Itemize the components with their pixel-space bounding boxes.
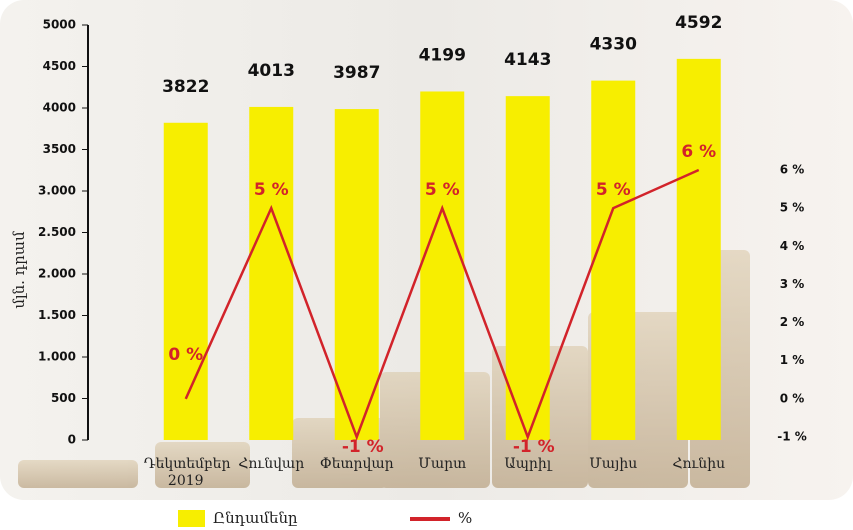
line-value-label: 6 % <box>681 142 716 162</box>
bar <box>164 123 208 440</box>
x-tick-label: Մարտ <box>400 456 484 473</box>
x-tick-label: Հունվար <box>229 456 313 473</box>
line-value-label: 5 % <box>596 180 631 200</box>
y-tick-label: 500 <box>51 391 76 405</box>
page: մլն. դրամ Ընդամենը % 0 500 1.000 1.500 2.000… <box>0 0 853 530</box>
y-tick-label: 0 <box>68 433 76 447</box>
line-value-label: -1 % <box>342 437 384 457</box>
line-value-label: 5 % <box>254 180 289 200</box>
bar <box>335 109 379 440</box>
chart: մլն. դրամ Ընդամենը % 0 500 1.000 1.500 2.000… <box>0 0 853 530</box>
line-value-label: -1 % <box>513 437 555 457</box>
bar-value-label: 4199 <box>419 45 466 65</box>
bar-value-label: 4143 <box>504 50 551 70</box>
y-axis-label: մլն. դրամ <box>10 231 28 309</box>
x-tick-label: Դեկտեմբեր 2019 <box>144 456 228 490</box>
bar-value-label: 4330 <box>590 35 637 55</box>
bar-value-label: 4013 <box>248 61 295 81</box>
y-tick-label: 1.500 <box>38 308 76 322</box>
bar <box>249 107 293 440</box>
x-tick-label: Փետրվար <box>315 456 399 473</box>
y-tick-label: 3.000 <box>38 184 76 198</box>
bar-value-label: 4592 <box>675 13 722 33</box>
y-tick-label: 2.000 <box>38 267 76 281</box>
y-tick-label: 4000 <box>43 101 76 115</box>
bar-value-label: 3987 <box>333 63 380 83</box>
y2-tick-label: 5 % <box>780 201 805 215</box>
y-tick-label: 2.500 <box>38 225 76 239</box>
y-tick-label: 3500 <box>43 142 76 156</box>
x-tick-label: Մայիս <box>571 456 655 473</box>
legend-label: % <box>458 509 472 527</box>
y2-tick-label: 0 % <box>780 391 805 405</box>
y2-tick-label: 2 % <box>780 315 805 329</box>
y2-tick-label: 1 % <box>780 353 805 367</box>
y2-tick-label: 4 % <box>780 239 805 253</box>
y-tick-label: 4500 <box>43 59 76 73</box>
y-tick-label: 5000 <box>43 18 76 32</box>
y2-tick-label: -1 % <box>777 430 807 444</box>
bar <box>591 81 635 440</box>
x-tick-label: Ապրիլ <box>486 456 570 473</box>
y2-tick-label: 3 % <box>780 277 805 291</box>
bar <box>677 59 721 440</box>
line-value-label: 5 % <box>425 180 460 200</box>
x-tick-label: Հունիս <box>657 456 741 473</box>
legend-swatch <box>178 510 205 527</box>
bar-value-label: 3822 <box>162 77 209 97</box>
line-value-label: 0 % <box>168 345 203 365</box>
bar <box>420 91 464 440</box>
y2-tick-label: 6 % <box>780 163 805 177</box>
bar <box>506 96 550 440</box>
legend-label: Ընդամենը <box>213 509 298 527</box>
y-tick-label: 1.000 <box>38 350 76 364</box>
